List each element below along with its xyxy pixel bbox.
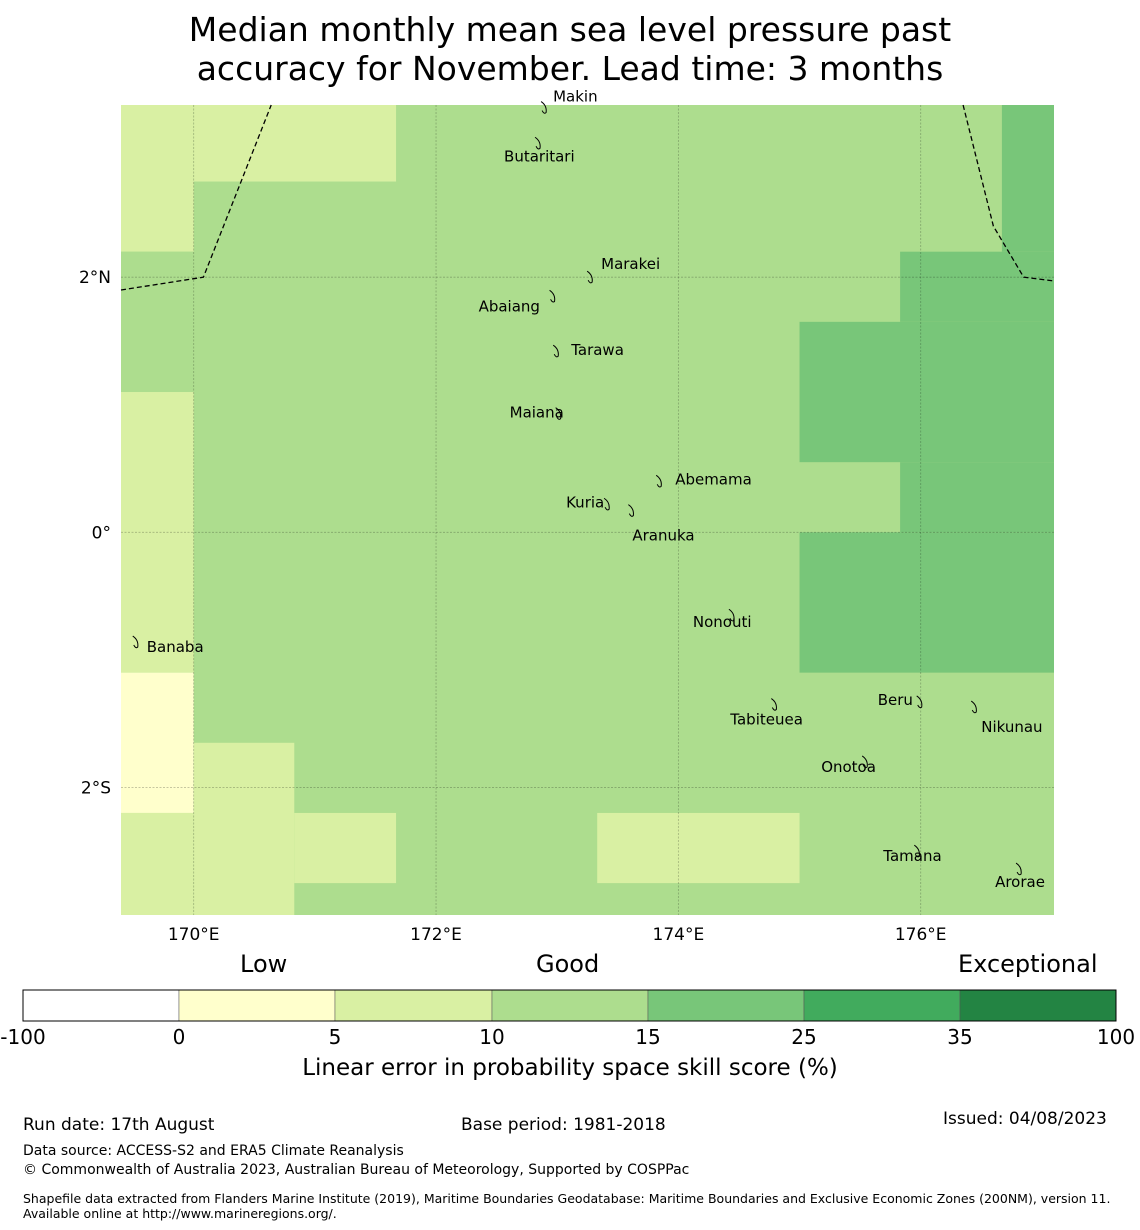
island-outline: [603, 497, 610, 511]
colorbar-segment: [803, 989, 961, 1022]
eez-boundary-line: [120, 104, 272, 291]
island-label: Banaba: [147, 638, 204, 656]
island-outline: [914, 844, 920, 858]
island-label: Arorae: [995, 873, 1045, 891]
eez-boundary: [120, 104, 1055, 291]
island-outline: [728, 608, 735, 622]
island-label: Abaiang: [479, 297, 540, 315]
copyright: © Commonwealth of Australia 2023, Austra…: [23, 1162, 690, 1178]
colorbar-tick: 35: [947, 1025, 973, 1049]
island-outline: [861, 755, 868, 769]
island-label: Kuria: [566, 493, 604, 511]
colorbar-tick: 100: [1096, 1025, 1136, 1049]
colorbar-tick: -100: [0, 1025, 46, 1049]
data-source: Data source: ACCESS-S2 and ERA5 Climate …: [23, 1143, 404, 1159]
island-label: Onotoa: [821, 758, 876, 776]
colorbar-segment: [959, 989, 1117, 1022]
skill-cell: [121, 812, 194, 915]
island-outline: [132, 635, 139, 649]
colorbar-tick: 0: [172, 1025, 186, 1049]
colorbar-tick: 10: [479, 1025, 505, 1049]
skill-cell: [900, 462, 1054, 533]
island-outline: [552, 344, 559, 358]
island-outline: [916, 695, 923, 709]
category-exceptional: Exceptional: [958, 950, 1098, 978]
island-label: Makin: [553, 88, 598, 106]
island-label: Marakei: [601, 255, 660, 273]
lat-tick-label: 0°: [92, 523, 111, 543]
lat-tick-label: 2°S: [81, 778, 111, 798]
shapefile-credit: Shapefile data extracted from Flanders M…: [23, 1191, 1111, 1221]
island-label: Aranuka: [632, 527, 694, 545]
island-label: Tarawa: [570, 341, 624, 359]
colorbar-frame: [22, 989, 1117, 1022]
base-period: Base period: 1981-2018: [461, 1115, 666, 1135]
colorbar-segment: [334, 989, 493, 1022]
island-label: Nikunau: [981, 718, 1042, 736]
island-outline: [1015, 862, 1022, 876]
island-outline: [549, 289, 556, 303]
skill-cell: [900, 251, 1054, 322]
lon-tick-label: 172°E: [410, 925, 462, 945]
colorbar: [22, 989, 1117, 1022]
eez-boundary-line: [962, 104, 1055, 282]
skill-cell: [597, 812, 800, 884]
island-outline: [655, 474, 662, 488]
lon-tick-label: 176°E: [895, 925, 947, 945]
skill-cell: [294, 812, 397, 884]
island-label: Nonouti: [693, 613, 752, 631]
colorbar-tick: 15: [635, 1025, 661, 1049]
skill-cell: [193, 742, 295, 915]
islands: Makin Butaritari Marakei Abaiang Tarawa Maian…: [132, 88, 1045, 891]
skill-map: Makin Butaritari Marakei Abaiang Tarawa Maian…: [79, 88, 1055, 945]
graticule: [121, 105, 1054, 915]
colorbar-segment: [22, 989, 180, 1022]
skill-cell: [121, 392, 194, 673]
island-outline: [628, 504, 634, 517]
island-label: Maiana: [510, 404, 564, 422]
lon-tick-label: 170°E: [168, 925, 220, 945]
island-outline: [771, 698, 777, 711]
island-label: Butaritari: [504, 147, 575, 165]
title-line-2: accuracy for November. Lead time: 3 mont…: [196, 49, 944, 88]
skill-cell: [799, 321, 1054, 463]
colorbar-tick: 25: [791, 1025, 817, 1049]
island-label: Tamana: [882, 847, 941, 865]
skill-cell: [799, 532, 1054, 673]
skill-cell: [121, 251, 194, 393]
skill-cell: [121, 672, 194, 813]
colorbar-segment: [647, 989, 805, 1022]
category-good: Good: [536, 950, 600, 978]
lon-tick-label: 174°E: [653, 925, 705, 945]
skill-cell: [1001, 105, 1054, 252]
colorbar-segment: [178, 989, 336, 1022]
run-date: Run date: 17th August: [23, 1115, 215, 1135]
colorbar-title: Linear error in probability space skill …: [302, 1055, 838, 1081]
island-label: Beru: [878, 691, 913, 709]
axis-ticks: 170°E 172°E 174°E 176°E 2°N 0° 2°S: [79, 268, 947, 945]
issued-date: Issued: 04/08/2023: [943, 1109, 1107, 1129]
island-outline: [540, 101, 547, 114]
colorbar-tick: 5: [328, 1025, 342, 1049]
island-label: Tabiteuea: [729, 711, 803, 729]
colorbar-segment: [491, 989, 649, 1022]
island-outline: [970, 700, 977, 714]
category-low: Low: [240, 950, 288, 978]
island-outline: [586, 270, 593, 284]
island-label: Abemama: [675, 470, 752, 488]
skill-cell: [193, 105, 397, 182]
title-line-1: Median monthly mean sea level pressure p…: [188, 10, 952, 49]
island-outline: [534, 136, 541, 150]
island-outline: [555, 407, 562, 420]
skill-cells: [121, 105, 1054, 915]
map-title: Median monthly mean sea level pressure p…: [0, 10, 1140, 88]
lat-tick-label: 2°N: [79, 268, 111, 288]
skill-cell: [121, 105, 194, 252]
